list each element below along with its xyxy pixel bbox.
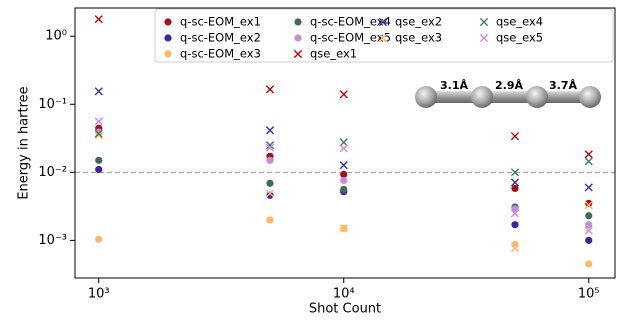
legend-label: qse_ex2 xyxy=(395,15,442,29)
legend-marker xyxy=(294,34,302,42)
plot-frame xyxy=(74,7,616,279)
point xyxy=(340,170,348,179)
legend-label: q-sc-EOM_ex2 xyxy=(180,31,261,45)
point xyxy=(339,161,348,170)
point xyxy=(510,178,520,187)
x-tick-label: 10⁴ xyxy=(333,287,355,302)
point xyxy=(339,90,348,99)
point xyxy=(584,183,593,192)
legend-marker xyxy=(164,18,172,26)
point xyxy=(584,226,593,235)
point xyxy=(510,244,520,253)
point xyxy=(95,165,103,174)
y-axis-label: Energy in hartree xyxy=(17,86,32,199)
point xyxy=(265,143,275,152)
point xyxy=(585,212,593,220)
x-tick-label: 10⁵ xyxy=(578,287,600,302)
atom xyxy=(579,86,601,108)
legend-label: qse_ex1 xyxy=(310,47,357,61)
point xyxy=(95,235,103,243)
point xyxy=(585,236,593,244)
legend-box xyxy=(154,8,614,63)
point xyxy=(94,87,103,96)
molecule-inset: 3.1Å 2.9Å 3.7Å xyxy=(415,79,601,108)
point xyxy=(339,138,348,147)
legend-label: q-sc-EOM_ex5 xyxy=(310,31,391,45)
point xyxy=(511,221,519,229)
y-tick-label: 10⁻¹ xyxy=(38,97,67,112)
point xyxy=(585,199,593,207)
point xyxy=(266,179,274,187)
annotation: 2.9Å xyxy=(495,79,523,92)
point xyxy=(510,209,520,218)
legend-label: q-sc-EOM_ex3 xyxy=(180,47,261,61)
legend-marker xyxy=(479,17,489,27)
point xyxy=(339,144,348,153)
legend-marker xyxy=(378,17,388,27)
point xyxy=(266,216,274,224)
point xyxy=(265,189,275,198)
legend-marker xyxy=(293,49,303,59)
point xyxy=(511,240,519,249)
point xyxy=(265,141,275,150)
atom xyxy=(415,86,437,108)
legend-label: q-sc-EOM_ex1 xyxy=(180,15,261,29)
x-axis-label: Shot Count xyxy=(309,302,381,317)
point xyxy=(510,132,520,141)
point xyxy=(584,201,593,210)
y-tick-label: 10⁰ xyxy=(45,29,67,44)
legend: q-sc-EOM_ex1 q-sc-EOM_ex2 q-sc-EOM_ex3 q-sc… xyxy=(154,8,614,63)
point xyxy=(585,260,593,268)
y-tick-label: 10⁻² xyxy=(38,165,67,180)
point xyxy=(265,126,275,135)
point xyxy=(585,221,593,229)
point xyxy=(94,117,103,126)
point xyxy=(584,150,593,159)
annotation: 3.1Å xyxy=(440,79,468,92)
legend-marker xyxy=(164,50,172,58)
x-tick-label: 10³ xyxy=(88,287,110,302)
bond xyxy=(426,91,590,103)
legend-marker xyxy=(294,18,302,26)
point xyxy=(510,168,520,177)
legend-marker xyxy=(479,33,489,43)
atom xyxy=(526,86,548,108)
point xyxy=(265,85,275,94)
point xyxy=(340,176,348,185)
point xyxy=(339,224,348,233)
legend-label: qse_ex5 xyxy=(496,31,543,45)
legend-label: q-sc-EOM_ex4 xyxy=(310,15,391,29)
y-tick-label: 10⁻³ xyxy=(38,233,67,248)
legend-marker xyxy=(164,34,172,42)
atom xyxy=(471,86,493,108)
point xyxy=(94,131,103,140)
point xyxy=(511,184,519,193)
legend-label: qse_ex4 xyxy=(496,15,543,29)
legend-label: qse_ex3 xyxy=(395,31,442,45)
point xyxy=(340,185,348,194)
point xyxy=(266,191,274,199)
point xyxy=(95,156,103,164)
point xyxy=(94,15,103,24)
legend-marker xyxy=(378,33,388,43)
point xyxy=(94,129,103,138)
annotation: 3.7Å xyxy=(549,79,577,92)
point xyxy=(266,156,274,164)
point xyxy=(584,157,593,166)
